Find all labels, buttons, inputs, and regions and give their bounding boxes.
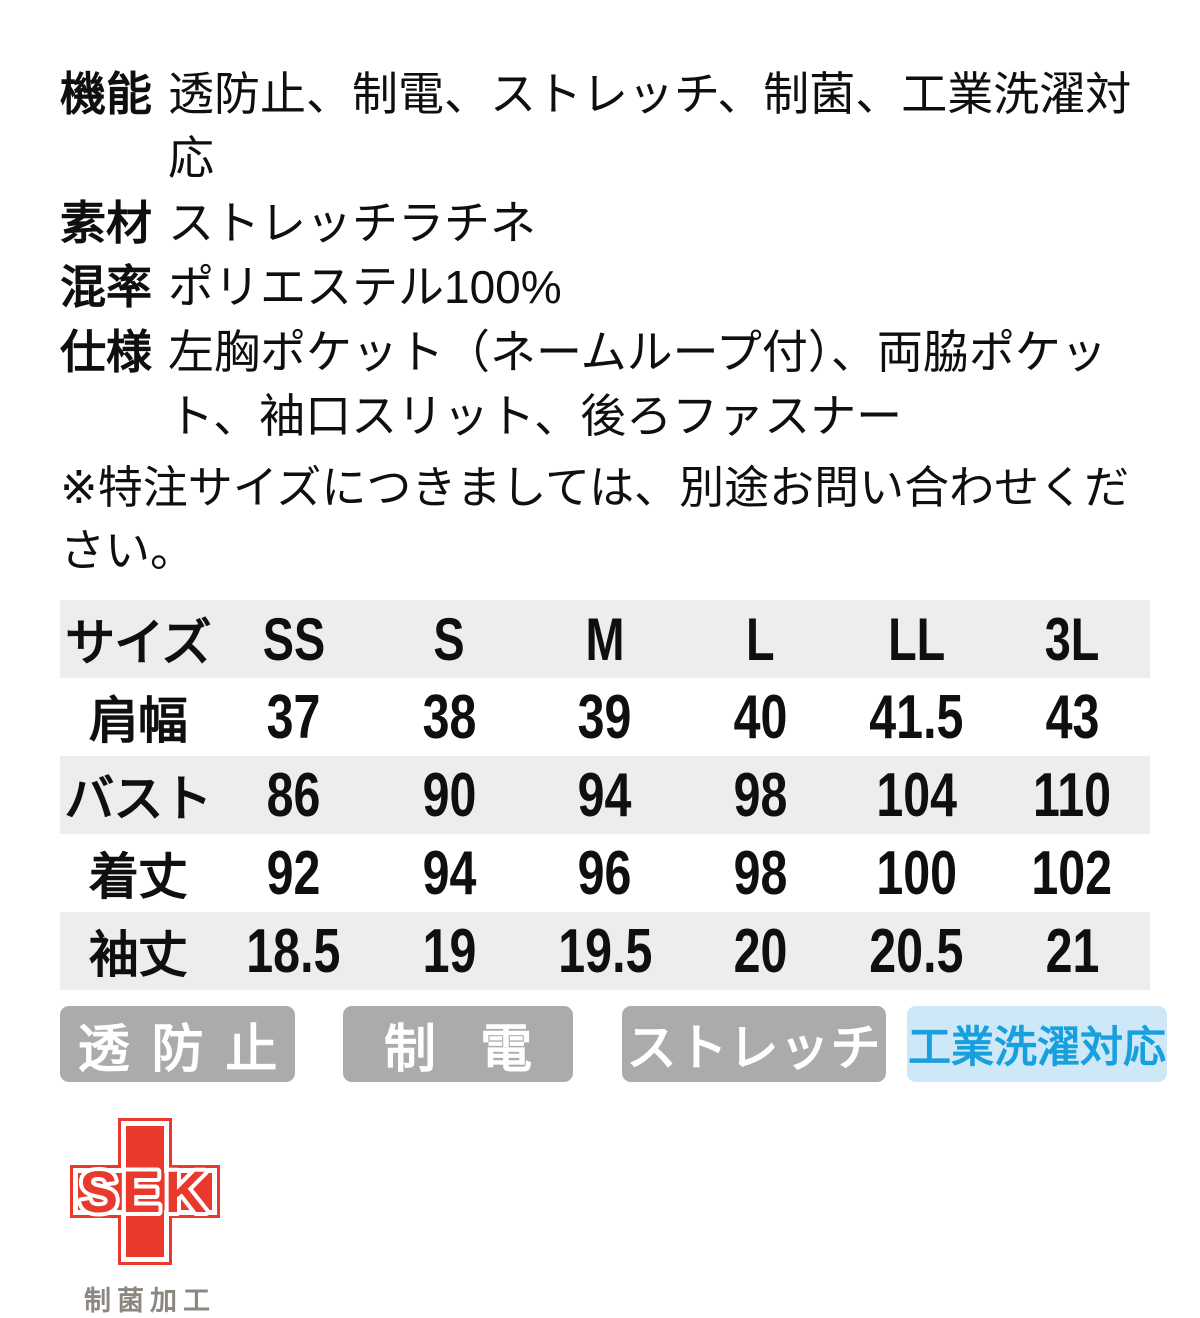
cell-value: 40 <box>733 682 788 752</box>
cell-value: 19.5 <box>557 916 653 986</box>
badge-label: 工業洗濯対応 <box>908 1024 1166 1073</box>
size-header-3l: 3L <box>1044 605 1100 673</box>
size-header-l: L <box>746 605 775 673</box>
size-table-header-row: サイズ SS S M L LL 3L <box>60 600 1150 679</box>
cell-value: 90 <box>422 760 477 830</box>
cell-value: 110 <box>1033 760 1112 830</box>
cell-value: 92 <box>266 838 321 908</box>
spec-row-function: 機能 透防止、制電、ストレッチ、制菌、工業洗濯対応 <box>60 62 1172 191</box>
spec-value-function: 透防止、制電、ストレッチ、制菌、工業洗濯対応 <box>168 68 1132 185</box>
cell-value: 96 <box>578 838 632 908</box>
spec-label-details: 仕様 <box>60 325 152 378</box>
spec-value-details: 左胸ポケット（ネームループ付）、両脇ポケット、袖口スリット、後ろファスナー <box>168 325 1107 442</box>
spec-row-blend: 混率 ポリエステル100% <box>60 255 1172 319</box>
cell-value: 94 <box>578 760 632 830</box>
badge-label: ストレッチ <box>626 1020 882 1077</box>
spec-row-details: 仕様 左胸ポケット（ネームループ付）、両脇ポケット、袖口スリット、後ろファスナー <box>60 320 1172 449</box>
cell-value: 20.5 <box>869 916 964 986</box>
row-label-length: 着丈 <box>88 849 188 906</box>
cell-value: 20 <box>733 916 788 986</box>
cell-value: 38 <box>422 682 477 752</box>
feature-badges: 透防止 制電 ストレッチ 工業洗濯対応 <box>60 1006 1172 1083</box>
cell-value: 39 <box>578 682 632 752</box>
sek-cross-icon: SEK <box>70 1118 220 1266</box>
row-label-shoulder: 肩幅 <box>88 693 188 750</box>
table-row-shoulder: 肩幅 37 38 39 40 41.5 43 <box>60 678 1150 756</box>
badge-stretch: ストレッチ <box>622 1006 886 1083</box>
cell-value: 86 <box>266 760 321 830</box>
spec-value-material: ストレッチラチネ <box>168 196 536 249</box>
size-header-ll: LL <box>887 605 945 673</box>
size-table: サイズ SS S M L LL 3L 肩幅 37 38 39 40 41.5 4… <box>60 600 1150 991</box>
spec-label-function: 機能 <box>60 68 152 120</box>
size-header-m: M <box>585 605 625 673</box>
table-row-bust: バスト 86 90 94 98 104 110 <box>60 756 1150 835</box>
sek-mark-text: SEK <box>79 1160 210 1225</box>
cell-value: 19 <box>422 916 477 986</box>
row-label-sleeve: 袖丈 <box>88 927 188 984</box>
spec-row-material: 素材 ストレッチラチネ <box>60 191 1172 255</box>
cell-value: 94 <box>422 838 477 908</box>
table-row-sleeve: 袖丈 18.5 19 19.5 20 20.5 21 <box>60 912 1150 991</box>
cell-value: 102 <box>1031 838 1113 908</box>
spec-label-blend: 混率 <box>60 261 152 314</box>
spec-label-material: 素材 <box>60 196 152 249</box>
cell-value: 18.5 <box>246 916 341 986</box>
cell-value: 41.5 <box>869 682 964 752</box>
cell-value: 21 <box>1045 916 1100 986</box>
cell-value: 100 <box>876 838 957 908</box>
custom-size-note: ※特注サイズにつきましては、別途お問い合わせください。 <box>60 462 1130 577</box>
table-row-length: 着丈 92 94 96 98 100 102 <box>60 834 1150 912</box>
badge-label: 透防止 <box>77 1020 300 1079</box>
row-label-bust: バスト <box>64 771 212 828</box>
cell-value: 98 <box>733 838 788 908</box>
cell-value: 37 <box>266 682 321 752</box>
badge-anti-static: 制電 <box>343 1006 577 1083</box>
size-header-ss: SS <box>262 605 325 673</box>
cell-value: 43 <box>1045 682 1100 752</box>
sek-mark: SEK 制菌加工 <box>70 1118 240 1318</box>
size-header-s: S <box>433 605 465 673</box>
cell-value: 104 <box>876 760 957 830</box>
spec-section: 機能 透防止、制電、ストレッチ、制菌、工業洗濯対応 素材 ストレッチラチネ 混率… <box>60 62 1172 582</box>
size-table-header-label: サイズ <box>65 615 211 672</box>
badge-label: 制電 <box>383 1020 577 1079</box>
sek-caption: 制菌加工 <box>84 1286 216 1317</box>
cell-value: 98 <box>733 760 788 830</box>
spec-value-blend: ポリエステル100% <box>168 261 562 314</box>
badge-industrial-wash: 工業洗濯対応 <box>907 1006 1167 1083</box>
badge-see-through-prevention: 透防止 <box>60 1006 295 1083</box>
